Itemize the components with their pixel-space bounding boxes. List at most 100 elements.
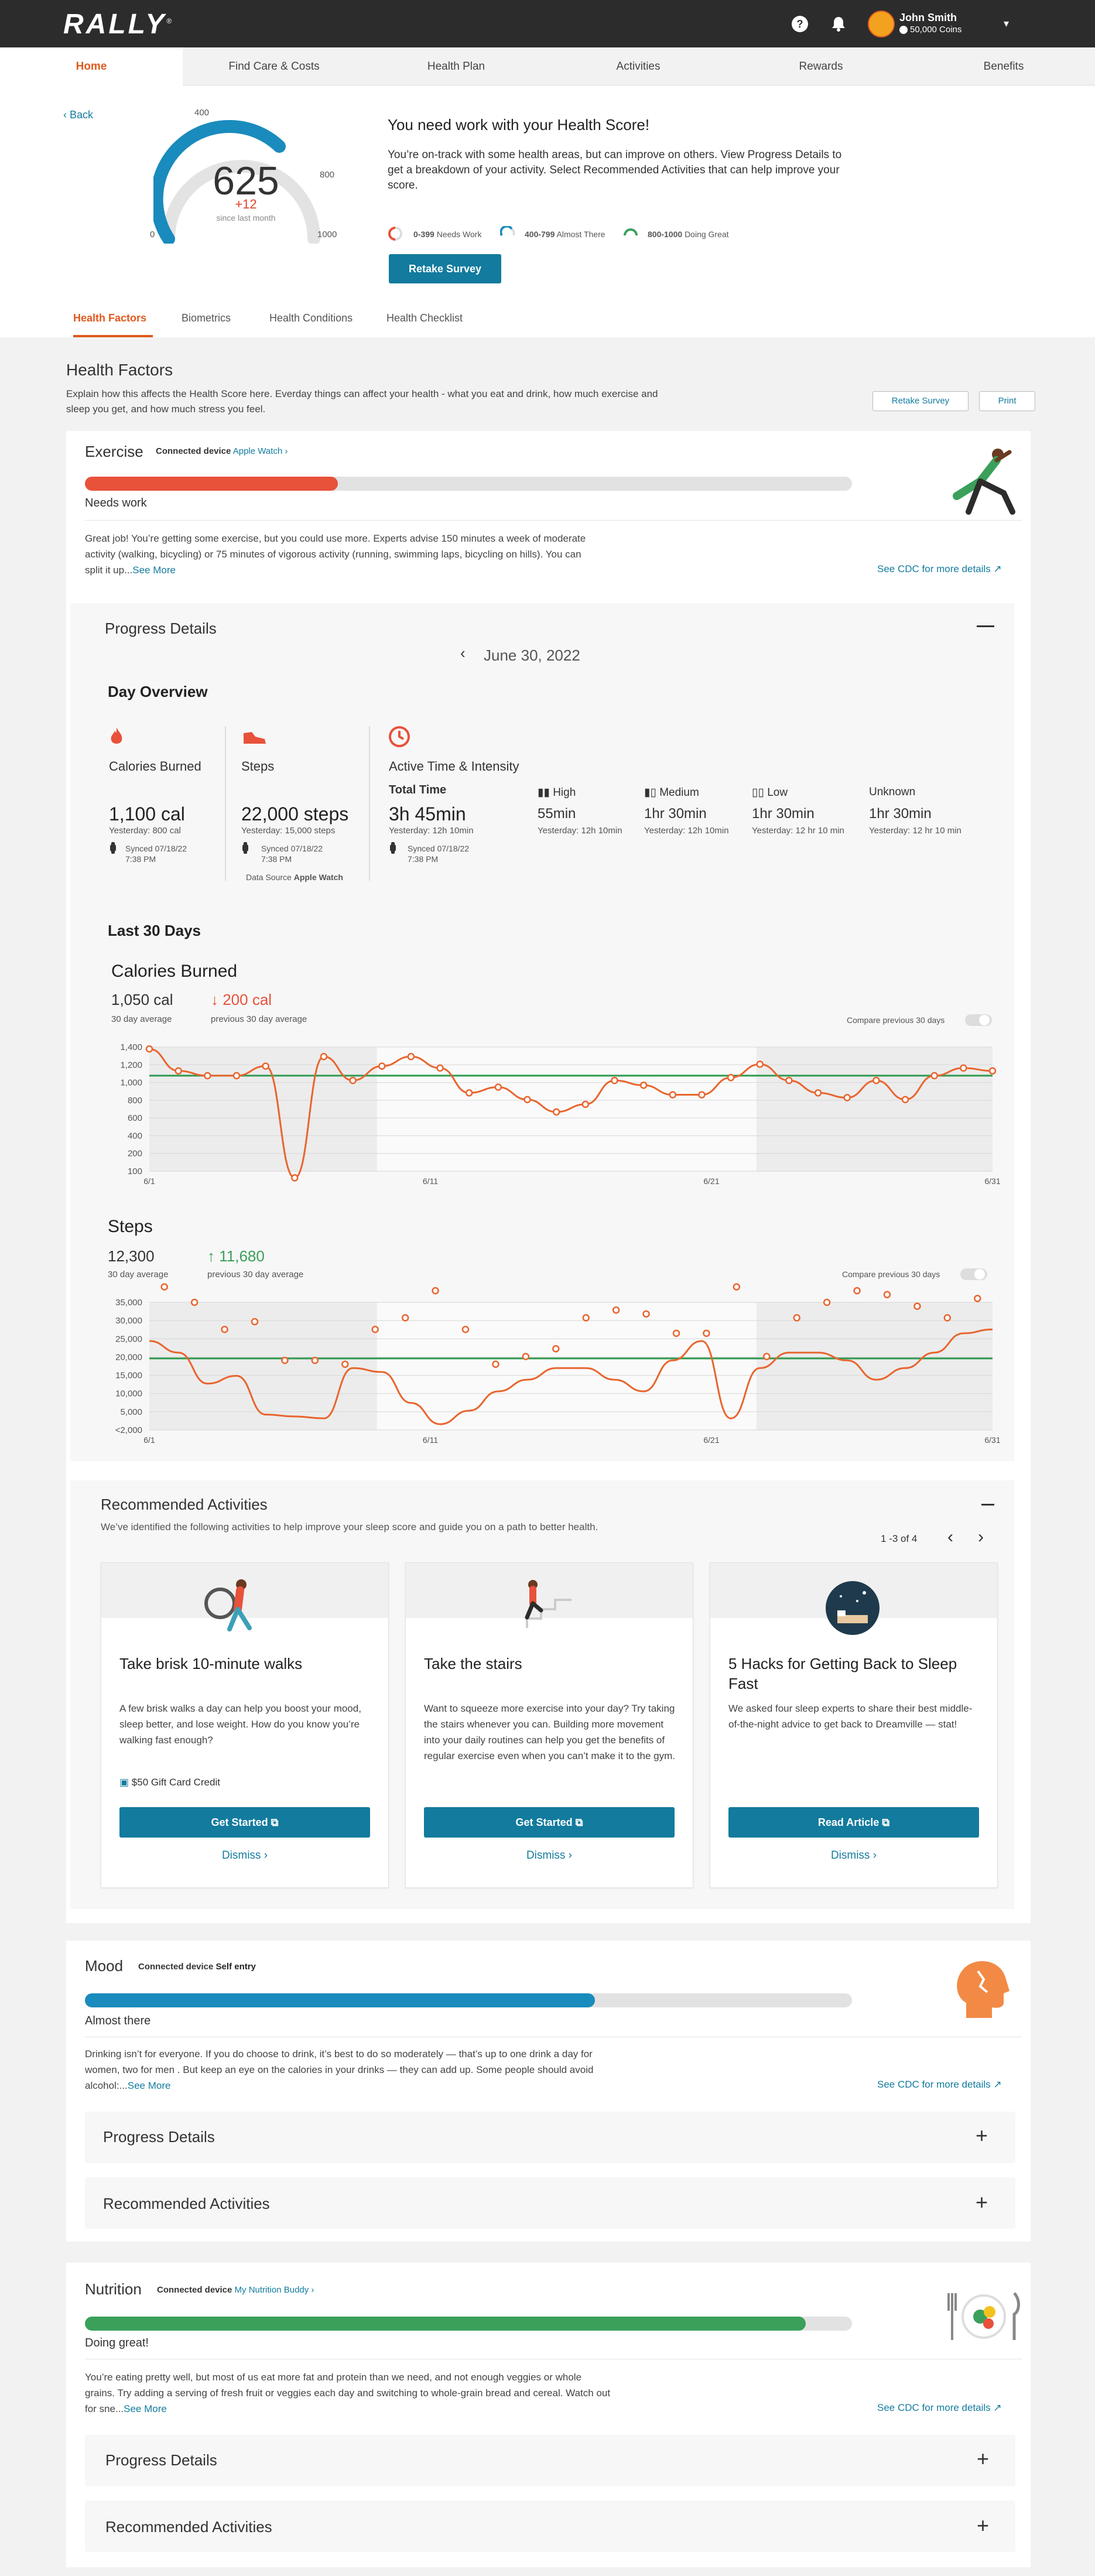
watch-icon [389,842,397,854]
back-link[interactable]: ‹ Back [63,109,94,121]
section-title: Health Factors [66,361,173,379]
expand-plus-icon[interactable]: + [977,2447,990,2471]
print-button[interactable]: Print [979,391,1035,411]
nav-benefits[interactable]: Benefits [983,60,1024,73]
pager-prev-chevron-icon[interactable]: ‹ [947,1527,953,1547]
collapse-minus-icon[interactable] [981,1504,994,1506]
intensity-low-value: 1hr 30min [752,806,815,822]
exercise-progress-bar [85,477,852,491]
mood-cdc-link[interactable]: See CDC for more details ↗ [877,2079,1002,2090]
user-name[interactable]: John Smith [899,12,957,23]
calories-prev-avg: ↓ 200 cal [211,991,272,1008]
activity-description: Want to squeeze more exercise into your … [424,1703,675,1761]
mood-recommended-title: Recommended Activities [103,2195,270,2212]
user-menu-chevron-icon[interactable]: ▾ [1004,18,1010,29]
data-point [703,1329,710,1337]
steps-avg-label: 30 day average [108,1270,169,1280]
intensity-medium-yesterday: Yesterday: 12h 10min [644,826,729,836]
score-gauge [153,119,320,244]
exercise-cdc-link[interactable]: See CDC for more details ↗ [877,563,1002,574]
chart-shade [377,1302,757,1430]
calories-avg-label: 30 day average [111,1014,172,1024]
data-point [785,1076,793,1085]
tab-health-factors[interactable]: Health Factors [73,308,153,337]
exercise-illustration [953,449,1015,515]
expand-plus-icon[interactable]: + [977,2513,990,2537]
apple-watch-link[interactable]: Apple Watch › [232,446,288,456]
data-point [814,1089,822,1097]
steps-compare-toggle[interactable] [960,1268,987,1280]
mood-see-more-link[interactable]: See More [127,2080,171,2091]
nutrition-recommended-toggle[interactable] [85,2500,1015,2552]
dismiss-link[interactable]: Dismiss › [526,1849,573,1862]
nav-find-care[interactable]: Find Care & Costs [228,60,320,73]
nutrition-cdc-link[interactable]: See CDC for more details ↗ [877,2402,1002,2413]
nav-rewards[interactable]: Rewards [799,60,843,73]
expand-plus-icon[interactable]: + [976,2123,988,2147]
steps-prev-avg-label: previous 30 day average [207,1270,304,1280]
data-point [174,1067,182,1075]
data-point [341,1360,349,1368]
nav-activities[interactable]: Activities [616,60,661,73]
data-point [943,1314,952,1322]
data-point [436,1064,444,1072]
data-point [432,1287,439,1295]
rally-logo[interactable]: RALLY® [63,9,174,40]
health-score-title: You need work with your Health Score! [388,116,650,134]
read-article-button[interactable]: Read Article ⧉ [728,1807,979,1838]
external-link-icon: ↗ [993,563,1002,574]
y-tick-label: 15,000 [115,1371,142,1381]
tab-biometrics[interactable]: Biometrics [182,312,231,324]
exercise-connected-device: Connected device Apple Watch › [156,446,288,456]
external-link-icon: ↗ [993,2079,1002,2090]
external-link-icon: ⧉ [271,1816,279,1828]
selected-date: June 30, 2022 [484,646,580,664]
tab-health-checklist[interactable]: Health Checklist [386,312,463,324]
calories-compare-toggle[interactable] [965,1014,992,1026]
data-point [552,1345,560,1353]
expand-plus-icon[interactable]: + [976,2190,988,2214]
data-point [190,1298,199,1306]
intensity-high-icon: ▮▮ [538,786,550,799]
pager-next-chevron-icon[interactable]: › [978,1527,984,1547]
nutrition-connected-device: Connected device My Nutrition Buddy › [157,2285,314,2295]
y-tick-label: 30,000 [115,1316,142,1326]
last-30-days-title: Last 30 Days [108,922,201,939]
y-tick-label: 1,400 [120,1042,142,1052]
data-point [552,1108,560,1116]
collapse-minus-icon[interactable] [977,625,994,627]
nav-home[interactable]: Home [0,47,183,85]
y-tick-label: 600 [128,1113,142,1123]
retake-survey-button[interactable]: Retake Survey [389,254,501,283]
exercise-see-more-link[interactable]: See More [132,565,176,576]
tab-health-conditions[interactable]: Health Conditions [269,312,353,324]
health-score-value: 625 [213,159,279,203]
prev-date-chevron-icon[interactable]: ‹ [460,644,466,662]
user-avatar[interactable] [868,11,895,37]
needs-work-icon [388,227,402,241]
user-coins: 50,000 Coins [910,25,962,35]
nutrition-buddy-link[interactable]: My Nutrition Buddy › [234,2285,314,2295]
dismiss-link[interactable]: Dismiss › [830,1849,877,1862]
help-icon[interactable]: ? [792,16,808,32]
nutrition-progress-details-toggle[interactable] [85,2435,1015,2486]
dismiss-link[interactable]: Dismiss › [221,1849,268,1862]
get-started-button[interactable]: Get Started ⧉ [119,1807,370,1838]
data-point [672,1329,680,1337]
gauge-label-0: 0 [150,230,155,240]
mood-recommended-toggle[interactable] [85,2177,1015,2229]
intensity-unknown-yesterday: Yesterday: 12 hr 10 min [869,826,961,836]
nav-health-plan[interactable]: Health Plan [427,60,485,73]
retake-survey-secondary-button[interactable]: Retake Survey [872,391,969,411]
calories-compare-label: Compare previous 30 days [847,1015,945,1025]
steps-avg: 12,300 [108,1247,155,1265]
bell-icon[interactable] [830,15,847,33]
nutrition-see-more-link[interactable]: See More [124,2403,167,2414]
get-started-button[interactable]: Get Started ⧉ [424,1807,675,1838]
mood-progress-details-toggle[interactable] [85,2112,1015,2163]
data-point [727,1073,735,1082]
data-point [145,1045,153,1053]
y-tick-label: 400 [128,1131,142,1141]
chart-shade [756,1302,993,1430]
calories-chart-title: Calories Burned [111,962,238,981]
